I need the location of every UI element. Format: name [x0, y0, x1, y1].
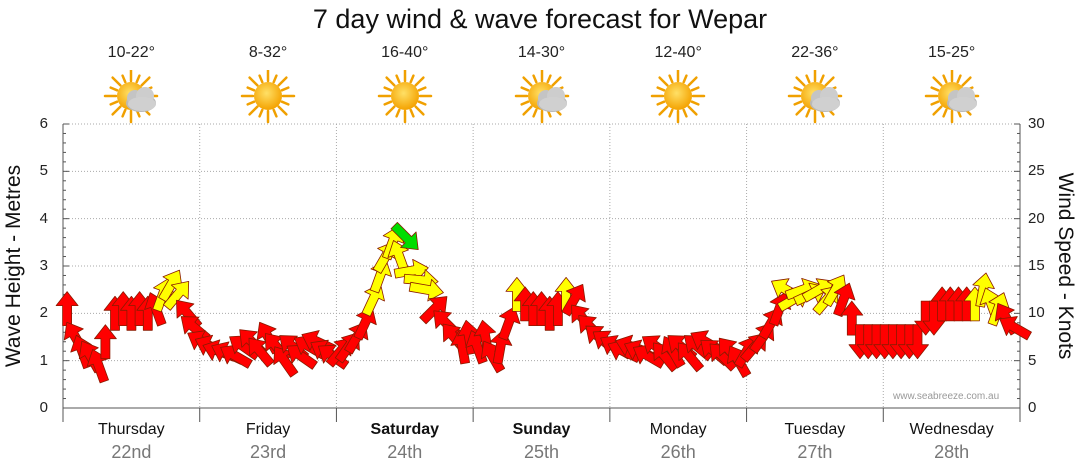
wind-arrow	[833, 282, 856, 318]
day-label: Monday	[649, 421, 707, 438]
y-tick-label-left: 6	[39, 115, 48, 132]
day-temperature: 10-22°	[107, 44, 155, 61]
y-tick-label-left: 0	[39, 399, 48, 416]
wind-arrow-shape	[833, 282, 856, 318]
wind-arrow	[999, 316, 1032, 341]
partly-cloudy-icon	[512, 68, 572, 126]
day-temperature: 8-32°	[248, 44, 288, 61]
day-label: Friday	[245, 421, 291, 438]
day-temperature: 22-36°	[791, 44, 839, 61]
partly-cloudy-icon	[785, 68, 845, 126]
y-tick-label-left: 2	[39, 304, 48, 322]
day-label: Tuesday	[784, 421, 846, 438]
watermark: www.seabreeze.com.au	[893, 391, 1000, 402]
day-date: 22nd	[111, 442, 152, 462]
day-temperature: 15-25°	[927, 44, 976, 61]
day-date: 27th	[797, 442, 833, 462]
day-label: Thursday	[97, 421, 165, 438]
wind-arrow-shape	[840, 300, 864, 336]
day-label: Sunday	[512, 421, 571, 438]
y-tick-label-right: 25	[1028, 162, 1045, 180]
y-tick-label-right: 5	[1028, 351, 1037, 369]
wind-arrow	[55, 291, 79, 327]
wind-arrow	[840, 300, 864, 336]
sunny-icon	[375, 68, 435, 126]
y-tick-label-right: 15	[1028, 257, 1045, 274]
day-label: Saturday	[370, 421, 440, 438]
wind-arrow-shape	[408, 278, 444, 302]
day-label: Wednesday	[909, 421, 994, 438]
sunny-icon	[648, 68, 708, 126]
wind-arrow-shape	[972, 272, 995, 308]
wind-arrow-shape	[498, 306, 521, 341]
wind-arrow-shape	[999, 316, 1032, 341]
wind-arrow	[561, 283, 586, 317]
y-tick-label-left: 5	[39, 162, 48, 180]
partly-cloudy-icon	[101, 68, 161, 126]
day-temperature: 12-40°	[654, 44, 702, 61]
wind-arrow	[163, 280, 190, 311]
wind-arrow-shape	[561, 283, 586, 317]
wind-arrow	[390, 221, 419, 251]
grid	[63, 123, 1020, 408]
y-tick-label-right: 30	[1028, 115, 1045, 132]
wind-arrow-shape	[390, 221, 419, 251]
wind-arrow	[408, 278, 444, 302]
wind-arrow-shape	[94, 324, 117, 360]
day-date: 23rd	[250, 442, 287, 462]
y-tick-label-right: 0	[1028, 399, 1037, 416]
wind-arrow-shape	[163, 280, 190, 311]
wind-arrow-shape	[55, 291, 79, 327]
y-tick-label-left: 4	[39, 209, 48, 227]
wind-arrow	[972, 272, 995, 308]
chart-title: 7 day wind & wave forecast for Wepar	[312, 4, 768, 34]
day-date: 24th	[387, 442, 423, 462]
y-tick-label-left: 1	[39, 351, 48, 369]
day-temperature: 16-40°	[381, 44, 429, 61]
y-tick-label-right: 10	[1028, 304, 1045, 322]
sunny-icon	[238, 68, 298, 126]
day-temperature: 14-30°	[517, 44, 566, 61]
wind-arrows	[55, 221, 1032, 384]
y-tick-label-right: 20	[1028, 209, 1045, 227]
day-date: 28th	[934, 442, 970, 462]
wind-arrow	[498, 306, 521, 341]
day-date: 25th	[523, 442, 560, 462]
y-tick-label-left: 3	[39, 257, 48, 274]
partly-cloudy-icon	[922, 68, 982, 126]
wind-arrow	[94, 324, 117, 360]
day-date: 26th	[660, 442, 696, 462]
